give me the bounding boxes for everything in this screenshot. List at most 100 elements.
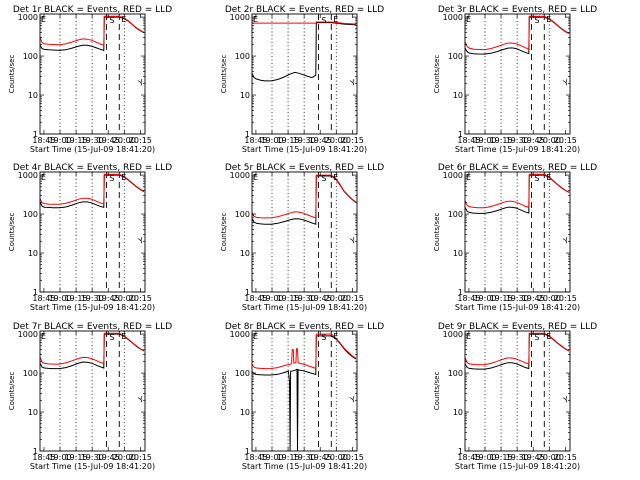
x-tick-label: 19:45 [522,453,545,462]
panel-det-9: 1000 100 10 118:4519:0019:1519:3019:4520:00… [433,322,597,471]
x-tick-label: 19:00 [473,136,496,145]
marker-y: Y [348,236,357,247]
marker-y: Y [136,395,145,406]
y-tick-label: 1 [245,130,250,139]
series-events [39,16,145,52]
x-tick-label: 20:00 [538,453,561,462]
y-tick-label: 10 [453,408,463,417]
series-lld [39,332,145,365]
y-axis-label: Counts/sec [8,372,16,411]
x-tick-label: 20:15 [341,294,364,303]
y-tick-label: 100 [235,210,250,219]
y-tick-label: 1000 [443,330,463,339]
y-axis-label: Counts/sec [220,55,228,94]
plot-frame [39,171,146,293]
marker-s: S [109,174,114,183]
x-tick-label: 20:00 [113,294,136,303]
marker-e: E [333,332,338,341]
y-tick-label: 100 [448,52,463,61]
y-tick-label: 100 [23,210,38,219]
x-tick-label: 19:30 [293,136,316,145]
x-tick-label: 20:15 [129,136,152,145]
x-tick-label: 19:45 [309,294,332,303]
y-tick-label: 10 [240,249,250,258]
marker-y: Y [136,236,145,247]
x-tick-label: 18:45 [32,294,55,303]
x-tick-label: 19:15 [65,453,88,462]
y-tick-label: 100 [448,210,463,219]
marker-e: E [121,332,126,341]
plot-frame [251,13,358,135]
series-events [251,335,357,452]
y-tick-label: 1 [33,130,38,139]
y-tick-label: 10 [453,249,463,258]
x-axis-label: Start Time (15-Jul-09 18:41:20) [30,303,155,312]
x-tick-label: 18:45 [457,136,480,145]
y-tick-label: 1000 [230,171,250,180]
y-tick-label: 1000 [443,171,463,180]
x-tick-label: 19:30 [506,294,529,303]
x-tick-label: 19:30 [81,136,104,145]
panel-det-5: 1000 100 10 118:4519:0019:1519:3019:4520:00… [220,163,384,312]
x-tick-label: 19:15 [277,453,300,462]
x-tick-label: 20:00 [538,136,561,145]
plot-frame [39,330,146,452]
marker-y: Y [561,395,570,406]
x-axis-label: Start Time (15-Jul-09 18:41:20) [242,303,367,312]
marker-e: E [333,173,338,182]
x-tick-label: 19:15 [490,294,513,303]
x-tick-label: 19:45 [97,453,120,462]
marker-s: S [534,333,539,342]
plot-frame [464,171,571,293]
marker-s: S [534,174,539,183]
x-tick-label: 20:15 [554,136,577,145]
y-tick-label: 1000 [18,330,38,339]
y-axis-label: Counts/sec [220,372,228,411]
x-tick-label: 19:00 [48,453,71,462]
plot-frame [464,330,571,452]
y-tick-label: 10 [28,408,38,417]
y-tick-label: 10 [240,408,250,417]
x-axis-label: Start Time (15-Jul-09 18:41:20) [242,462,367,471]
x-tick-label: 19:00 [48,294,71,303]
plot-frame [251,171,358,293]
x-axis-label: Start Time (15-Jul-09 18:41:20) [30,462,155,471]
x-tick-label: 19:15 [490,453,513,462]
series-lld [251,174,357,219]
y-tick-label: 1000 [443,13,463,22]
y-tick-label: 1 [458,447,463,456]
x-tick-label: 20:15 [341,453,364,462]
plot-frame [464,13,571,135]
x-tick-label: 19:30 [506,136,529,145]
y-tick-label: 10 [240,91,250,100]
marker-e: E [466,332,471,341]
marker-y: Y [561,78,570,89]
series-lld [464,173,570,209]
marker-e: E [41,332,46,341]
y-tick-label: 100 [235,369,250,378]
marker-y: Y [561,236,570,247]
panel-det-3: 1000 100 10 118:4519:0019:1519:3019:4520:00… [433,5,597,154]
y-tick-label: 1 [33,288,38,297]
x-tick-label: 18:45 [244,294,267,303]
x-tick-label: 20:00 [113,453,136,462]
marker-s: S [109,16,114,25]
y-tick-label: 100 [448,369,463,378]
x-tick-label: 19:00 [260,294,283,303]
y-tick-label: 1000 [18,13,38,22]
y-tick-label: 100 [23,52,38,61]
x-axis-label: Start Time (15-Jul-09 18:41:20) [455,462,580,471]
y-tick-label: 100 [235,52,250,61]
x-axis-label: Start Time (15-Jul-09 18:41:20) [455,145,580,154]
y-tick-label: 1 [33,447,38,456]
x-tick-label: 19:30 [81,453,104,462]
x-tick-label: 19:15 [490,136,513,145]
y-tick-label: 1 [458,130,463,139]
x-tick-label: 18:45 [244,453,267,462]
series-lld [39,15,145,46]
panel-title: Det 4r BLACK = Events, RED = LLD [13,163,172,173]
x-tick-label: 18:45 [244,136,267,145]
series-lld [252,21,356,25]
panel-title: Det 3r BLACK = Events, RED = LLD [438,5,597,15]
